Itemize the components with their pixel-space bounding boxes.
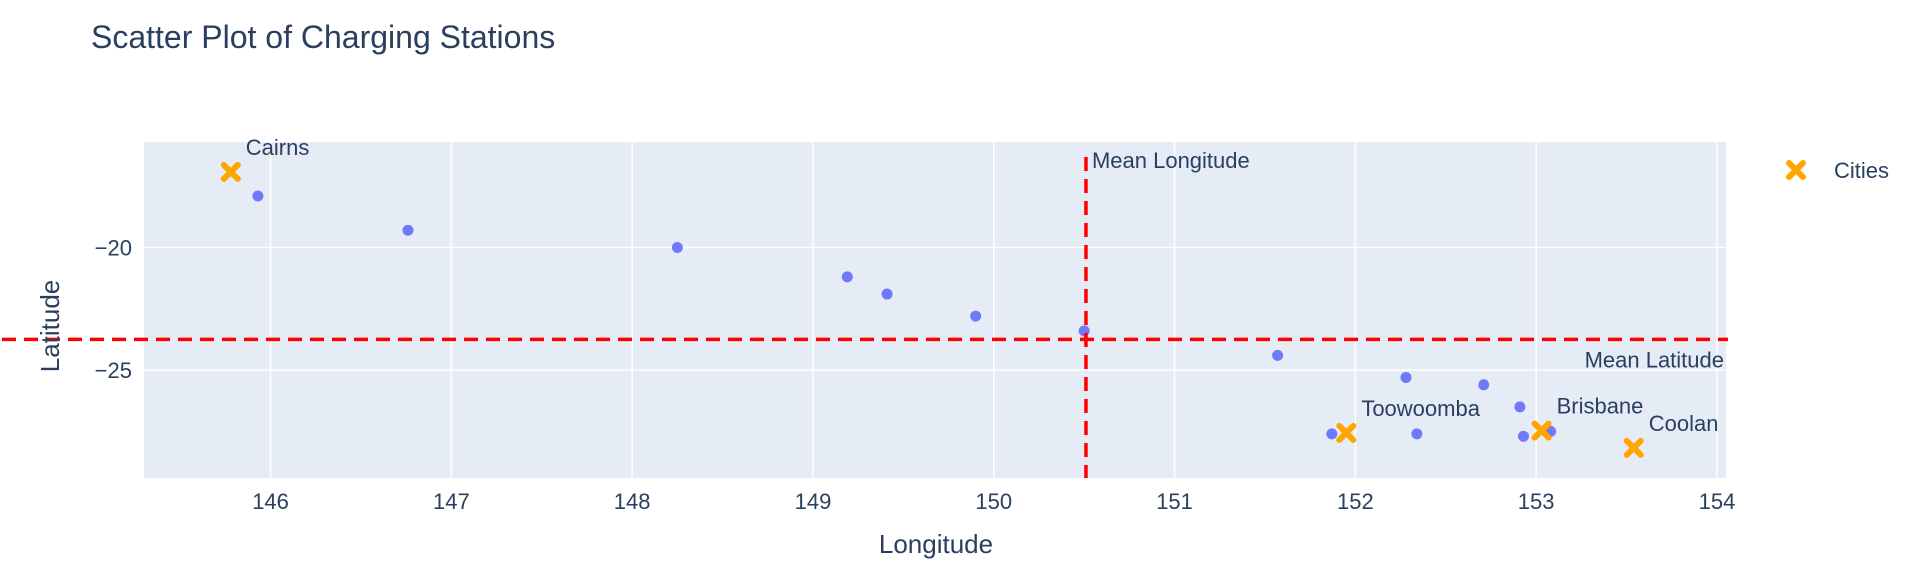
x-tick-label: 152 xyxy=(1337,489,1374,514)
x-tick-label: 150 xyxy=(975,489,1012,514)
city-label: Brisbane xyxy=(1557,394,1644,419)
station-point xyxy=(1272,349,1284,361)
x-tick-label: 148 xyxy=(614,489,651,514)
city-marker xyxy=(1531,420,1552,441)
station-point xyxy=(881,288,893,300)
legend-cities-label: Cities xyxy=(1834,158,1889,183)
mean-latitude-label: Mean Latitude xyxy=(1585,347,1724,372)
station-point xyxy=(1518,430,1530,442)
plot-area: 146 147 148 149 150 151 152 153 154 −20 −25 Mean Lo… xyxy=(2,135,1889,514)
station-point xyxy=(1326,428,1338,440)
city-label: Cairns xyxy=(246,135,310,160)
station-point xyxy=(1078,325,1090,337)
city-label: Coolan xyxy=(1649,411,1719,436)
x-tick-label: 151 xyxy=(1156,489,1193,514)
x-tick-label: 146 xyxy=(252,489,289,514)
mean-longitude-label: Mean Longitude xyxy=(1092,148,1250,173)
x-tick-label: 154 xyxy=(1699,489,1736,514)
city-label: Toowoomba xyxy=(1361,396,1480,421)
plot-background xyxy=(144,142,1726,478)
station-point xyxy=(1400,371,1412,383)
y-tick-label: −20 xyxy=(95,235,132,260)
x-axis-title: Longitude xyxy=(879,529,993,559)
chart-title: Scatter Plot of Charging Stations xyxy=(91,19,555,55)
city-marker xyxy=(1336,422,1357,443)
city-marker xyxy=(220,161,241,182)
station-point xyxy=(1514,401,1526,413)
x-tick-label: 147 xyxy=(433,489,470,514)
station-point xyxy=(671,241,683,253)
city-marker xyxy=(1623,437,1644,458)
y-tick-label: −25 xyxy=(95,358,132,383)
x-tick-label: 149 xyxy=(795,489,832,514)
station-point xyxy=(1478,379,1490,391)
station-point xyxy=(841,271,853,283)
station-point xyxy=(402,224,414,236)
station-point xyxy=(1411,428,1423,440)
station-point xyxy=(970,310,982,322)
legend-cities-marker xyxy=(1786,160,1806,180)
x-tick-label: 153 xyxy=(1518,489,1555,514)
station-point xyxy=(252,190,264,202)
y-axis-title: Latitude xyxy=(35,280,65,373)
